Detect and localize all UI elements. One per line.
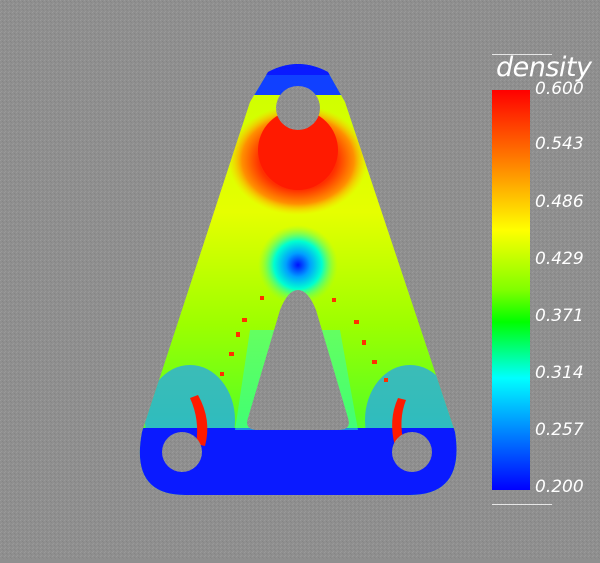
left-hole <box>162 432 202 472</box>
colorbar-tick-label: 0.600 <box>535 79 584 99</box>
colorbar-tick-label: 0.429 <box>535 249 584 269</box>
colorbar-gradient <box>492 90 530 490</box>
colorbar-tick-label: 0.543 <box>535 134 584 154</box>
colorbar-tick-label: 0.371 <box>535 306 584 326</box>
colorbar-tick-label: 0.257 <box>535 420 584 440</box>
colorbar-top-rule <box>492 54 552 55</box>
colorbar-tick-label: 0.314 <box>535 363 584 383</box>
colorbar-bottom-rule <box>492 504 552 505</box>
top-hole <box>276 86 320 130</box>
colorbar-tick-label: 0.486 <box>535 192 584 212</box>
colorbar-title: density <box>496 52 592 83</box>
central-cutout <box>247 290 349 430</box>
right-hole <box>392 432 432 472</box>
colorbar-tick-label: 0.200 <box>535 477 584 497</box>
colorbar <box>492 90 530 490</box>
